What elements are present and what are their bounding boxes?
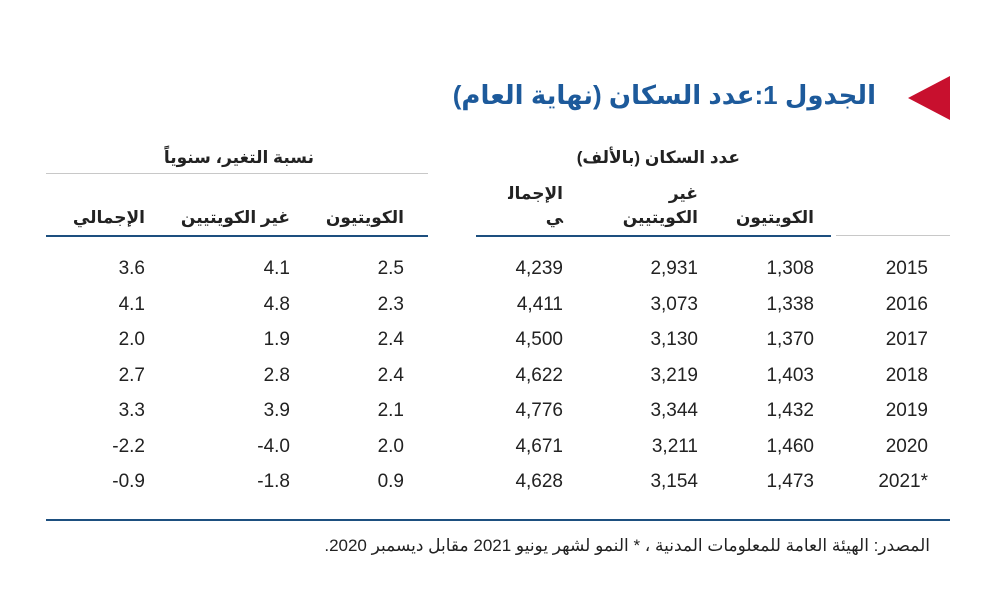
row-year: 2021* bbox=[878, 471, 928, 492]
growth-cell: 2.7 bbox=[118, 365, 145, 386]
population-cell: 3,211 bbox=[651, 436, 698, 457]
growth-cell: -0.9 bbox=[112, 471, 145, 492]
col-header-pop-total: الإجمالي bbox=[508, 184, 563, 227]
population-cell: 3,344 bbox=[650, 400, 698, 421]
page-title: الجدول 1:عدد السكان (نهاية العام) bbox=[452, 80, 876, 110]
col-header-growth-non-kuwaiti: غير الكويتيين bbox=[180, 208, 290, 227]
population-cell: 1,308 bbox=[766, 258, 814, 279]
population-cell: 2,931 bbox=[650, 258, 698, 279]
growth-cell: 2.5 bbox=[377, 258, 404, 279]
population-cell: 4,628 bbox=[515, 471, 563, 492]
growth-cell: 3.3 bbox=[118, 400, 145, 421]
growth-cell: 4.1 bbox=[263, 258, 290, 279]
growth-cell: 2.8 bbox=[263, 365, 290, 386]
growth-cell: -1.8 bbox=[257, 471, 290, 492]
population-cell: 3,154 bbox=[650, 471, 698, 492]
population-cell: 1,473 bbox=[766, 471, 814, 492]
growth-cell: 2.0 bbox=[377, 436, 404, 457]
population-cell: 1,338 bbox=[766, 294, 814, 315]
population-cell: 1,403 bbox=[766, 365, 814, 386]
growth-group-rule bbox=[46, 173, 428, 174]
population-cell: 3,219 bbox=[650, 365, 698, 386]
population-cell: 4,671 bbox=[515, 436, 563, 457]
row-year: 2020 bbox=[885, 436, 928, 457]
row-year: 2018 bbox=[885, 365, 928, 386]
population-cell: 3,130 bbox=[650, 329, 698, 350]
growth-cell: -4.0 bbox=[257, 436, 290, 457]
title-marker-icon bbox=[908, 76, 950, 120]
population-cell: 4,239 bbox=[515, 258, 563, 279]
population-cell: 4,776 bbox=[515, 400, 563, 421]
growth-cell: 2.4 bbox=[377, 329, 404, 350]
population-cell: 1,370 bbox=[766, 329, 814, 350]
growth-cell: 2.0 bbox=[118, 329, 145, 350]
col-header-growth-kuwaiti: الكويتيون bbox=[325, 208, 404, 227]
row-year: 2017 bbox=[885, 329, 928, 350]
growth-cell: -2.2 bbox=[112, 436, 145, 457]
growth-cell: 3.6 bbox=[118, 258, 145, 279]
population-cell: 4,411 bbox=[516, 294, 563, 315]
population-cell: 3,073 bbox=[650, 294, 698, 315]
source-note: المصدر: الهيئة العامة للمعلومات المدنية … bbox=[324, 536, 930, 555]
row-year: 2019 bbox=[885, 400, 928, 421]
growth-cell: 2.1 bbox=[377, 400, 404, 421]
col-header-growth-total: الإجمالي bbox=[72, 208, 145, 227]
population-header-rule bbox=[476, 235, 831, 237]
row-year: 2016 bbox=[885, 294, 928, 315]
growth-cell: 2.4 bbox=[377, 365, 404, 386]
growth-group-header: نسبة التغير، سنوياً bbox=[163, 148, 314, 167]
col-header-pop-kuwaiti: الكويتيون bbox=[735, 208, 814, 227]
growth-cell: 4.8 bbox=[263, 294, 290, 315]
table-bottom-rule bbox=[46, 519, 950, 521]
growth-cell: 0.9 bbox=[377, 471, 404, 492]
growth-cell: 3.9 bbox=[263, 400, 290, 421]
population-group-header: عدد السكان (بالألف) bbox=[576, 148, 740, 167]
growth-cell: 4.1 bbox=[118, 294, 145, 315]
col-header-pop-non-kuwaiti: غير الكويتيين bbox=[622, 184, 698, 227]
growth-cell: 1.9 bbox=[263, 329, 290, 350]
row-year: 2015 bbox=[885, 258, 928, 279]
population-cell: 4,622 bbox=[515, 365, 563, 386]
growth-cell: 2.3 bbox=[377, 294, 404, 315]
population-cell: 4,500 bbox=[515, 329, 563, 350]
population-cell: 1,432 bbox=[766, 400, 814, 421]
year-header-rule bbox=[836, 235, 950, 236]
population-cell: 1,460 bbox=[766, 436, 814, 457]
growth-header-rule bbox=[46, 235, 428, 237]
